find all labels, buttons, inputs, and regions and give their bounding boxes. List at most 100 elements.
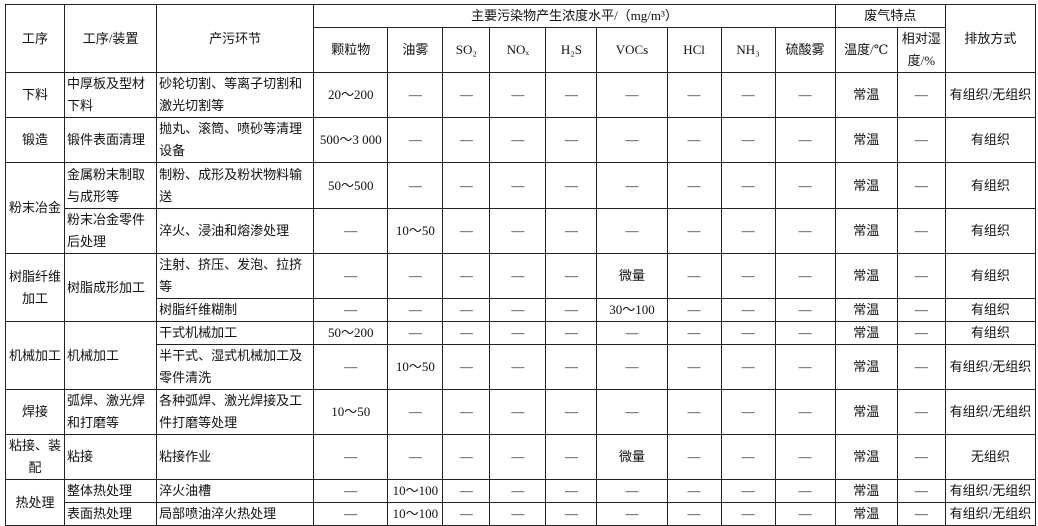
step-cell: 制粉、成形及粉状物料输送 xyxy=(156,162,315,209)
device-cell: 树脂成形加工 xyxy=(64,253,158,322)
device-cell: 弧焊、激光焊和打磨等 xyxy=(64,389,158,435)
concentration-cell: — xyxy=(545,502,598,526)
concentration-cell: — xyxy=(545,434,598,480)
header-pollutant: NH₃ xyxy=(720,27,776,73)
table-row: 热处理 整体热处理 淬火油槽 —10～100— — — — — — — 常温 — 有组织/无组织 xyxy=(4,479,1037,526)
discharge-cell: 有组织/无组织 xyxy=(944,502,1037,526)
process-cell: 热处理 xyxy=(4,479,66,526)
device-cell: 机械加工 xyxy=(64,321,158,390)
concentration-cell: 10～100 xyxy=(387,479,444,503)
concentration-cell: — xyxy=(442,208,491,254)
concentration-cell: 50～500 xyxy=(313,162,389,209)
concentration-cell: — xyxy=(596,479,668,503)
concentration-cell: — xyxy=(774,479,836,503)
step-cell: 树脂纤维糊制 xyxy=(156,298,315,322)
concentration-cell: — xyxy=(489,208,547,254)
concentration-cell: — xyxy=(489,434,547,480)
step-cell: 干式机械加工 xyxy=(156,321,315,345)
humidity-cell: — xyxy=(896,253,946,299)
concentration-cell: — xyxy=(720,162,776,209)
concentration-cell: — xyxy=(442,253,491,299)
concentration-cell: 500～3 000 xyxy=(313,117,389,163)
table-row: 焊接 弧焊、激光焊和打磨等 各种弧焊、激光焊接及工件打磨等处理 10～50— — — — — —… xyxy=(4,389,1037,435)
header-pollutant: HCl xyxy=(666,27,722,73)
device-cell: 表面热处理 xyxy=(64,502,158,526)
table-row: 机械加工 机械加工 干式机械加工 50～200— — — — — — — — 常温 — 有组织 xyxy=(4,321,1037,390)
concentration-cell: — xyxy=(720,321,776,345)
concentration-cell: 30～100 xyxy=(596,298,668,322)
discharge-cell: 有组织/无组织 xyxy=(944,72,1037,118)
concentration-cell: — xyxy=(666,434,722,480)
concentration-cell: — xyxy=(774,117,836,163)
discharge-cell: 有组织 xyxy=(944,298,1037,322)
concentration-cell: 微量 xyxy=(596,434,668,480)
concentration-cell: — xyxy=(774,389,836,435)
concentration-cell: — xyxy=(545,389,598,435)
process-cell: 树脂纤维加工 xyxy=(4,253,66,322)
header-pollutant: 油雾 xyxy=(387,27,444,73)
step-cell: 淬火油槽 xyxy=(156,479,315,503)
process-cell: 粉末冶金 xyxy=(4,162,66,254)
concentration-cell: — xyxy=(666,117,722,163)
concentration-cell: — xyxy=(313,253,389,299)
concentration-cell: — xyxy=(545,117,598,163)
discharge-cell: 有组织/无组织 xyxy=(944,389,1037,435)
temperature-cell: 常温 xyxy=(834,298,898,322)
concentration-cell: — xyxy=(489,479,547,503)
concentration-cell: — xyxy=(442,72,491,118)
humidity-cell: — xyxy=(896,208,946,254)
temperature-cell: 常温 xyxy=(834,321,898,345)
temperature-cell: 常温 xyxy=(834,162,898,209)
step-cell: 砂轮切割、等离子切割和激光切割等 xyxy=(156,72,315,118)
concentration-cell: — xyxy=(596,389,668,435)
header-humidity: 相对湿度/% xyxy=(896,27,946,73)
concentration-cell: 20～200 xyxy=(313,72,389,118)
temperature-cell: 常温 xyxy=(834,434,898,480)
temperature-cell: 常温 xyxy=(834,253,898,299)
step-cell: 注射、挤压、发泡、拉挤等 xyxy=(156,253,315,299)
concentration-cell: — xyxy=(666,162,722,209)
humidity-cell: — xyxy=(896,479,946,503)
concentration-cell: — xyxy=(666,479,722,503)
device-cell: 锻件表面清理 xyxy=(64,117,158,163)
concentration-cell: — xyxy=(387,389,444,435)
concentration-cell: — xyxy=(774,162,836,209)
temperature-cell: 常温 xyxy=(834,208,898,254)
process-cell: 焊接 xyxy=(4,389,66,435)
concentration-cell: — xyxy=(489,117,547,163)
discharge-cell: 有组织 xyxy=(944,253,1037,299)
concentration-cell: — xyxy=(387,72,444,118)
table-row: 树脂纤维加工 树脂成形加工 注射、挤压、发泡、拉挤等 — — — — — 微量 — — — 常温 — 有组织 xyxy=(4,253,1037,322)
concentration-cell: — xyxy=(442,298,491,322)
concentration-cell: — xyxy=(720,479,776,503)
header-process: 工序 xyxy=(4,4,66,73)
device-cell: 整体热处理 xyxy=(64,479,158,503)
process-cell: 机械加工 xyxy=(4,321,66,390)
humidity-cell: — xyxy=(896,389,946,435)
concentration-cell: — xyxy=(666,253,722,299)
step-cell: 局部喷油淬火热处理 xyxy=(156,502,315,526)
table-row: 树脂纤维糊制 — — — — —30～100— — — 常温 — 有组织 xyxy=(6,298,1037,322)
concentration-cell: — xyxy=(442,162,491,209)
header-pollutant: H₂S xyxy=(545,27,598,73)
table-row: 粉末冶金 金属粉末制取与成形等 制粉、成形及粉状物料输送 50～500— — — — — — — —… xyxy=(4,162,1037,254)
concentration-cell: — xyxy=(545,479,598,503)
temperature-cell: 常温 xyxy=(834,344,898,390)
concentration-cell: 10～100 xyxy=(387,502,444,526)
discharge-cell: 有组织/无组织 xyxy=(944,344,1037,390)
discharge-cell: 有组织 xyxy=(944,162,1037,209)
process-cell: 粘接、装配 xyxy=(4,434,66,480)
concentration-cell: — xyxy=(666,389,722,435)
concentration-cell: — xyxy=(442,344,491,390)
concentration-cell: — xyxy=(666,298,722,322)
concentration-cell: — xyxy=(774,253,836,299)
concentration-cell: — xyxy=(442,479,491,503)
concentration-cell: — xyxy=(442,389,491,435)
step-cell: 各种弧焊、激光焊接及工件打磨等处理 xyxy=(156,389,315,435)
header-discharge: 排放方式 xyxy=(944,4,1037,73)
concentration-cell: — xyxy=(666,208,722,254)
header-step: 产污环节 xyxy=(156,4,315,73)
concentration-cell: — xyxy=(442,502,491,526)
concentration-cell: — xyxy=(387,321,444,345)
concentration-cell: — xyxy=(489,253,547,299)
